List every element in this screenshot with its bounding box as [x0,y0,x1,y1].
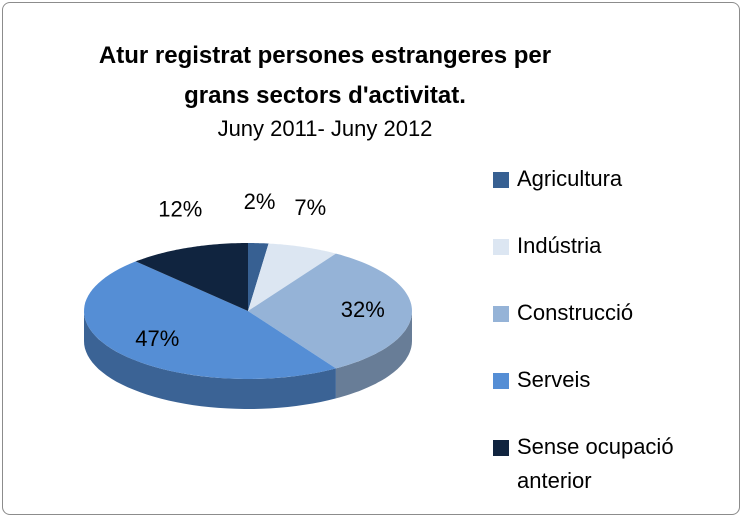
pie-slice [135,243,248,311]
legend-swatch [493,239,509,255]
pie-slice [248,243,336,311]
data-label: 7% [294,195,326,220]
pie-slice [248,243,269,311]
chart-title: Atur registrat persones estrangeres per … [98,42,552,109]
chart-subtitle: Juny 2011- Juny 2012 [217,116,433,141]
legend-swatch [493,306,509,322]
legend-label: Sense ocupació anterior [517,434,674,493]
legend-item: Agricultura [493,162,723,229]
pie-slice [84,261,336,379]
legend-label: Serveis [517,367,591,392]
legend-label: Agricultura [517,166,623,191]
legend-swatch [493,440,509,456]
legend-item: Indústria [493,229,723,296]
pie-slice [248,253,412,369]
legend-item: Serveis [493,363,723,430]
data-label: 12% [158,196,202,221]
data-label: 2% [244,189,276,214]
legend: Agricultura Indústria Construcció Serveis Se… [493,162,723,497]
legend-label: Indústria [517,233,602,258]
legend-swatch [493,373,509,389]
legend-item: Sense ocupació anterior [493,430,723,497]
pie-side [84,311,336,409]
pie-side [335,311,412,399]
data-label: 32% [341,297,385,322]
legend-item: Construcció [493,296,723,363]
legend-swatch [493,172,509,188]
legend-label: Construcció [517,300,634,325]
data-label: 47% [135,326,179,351]
